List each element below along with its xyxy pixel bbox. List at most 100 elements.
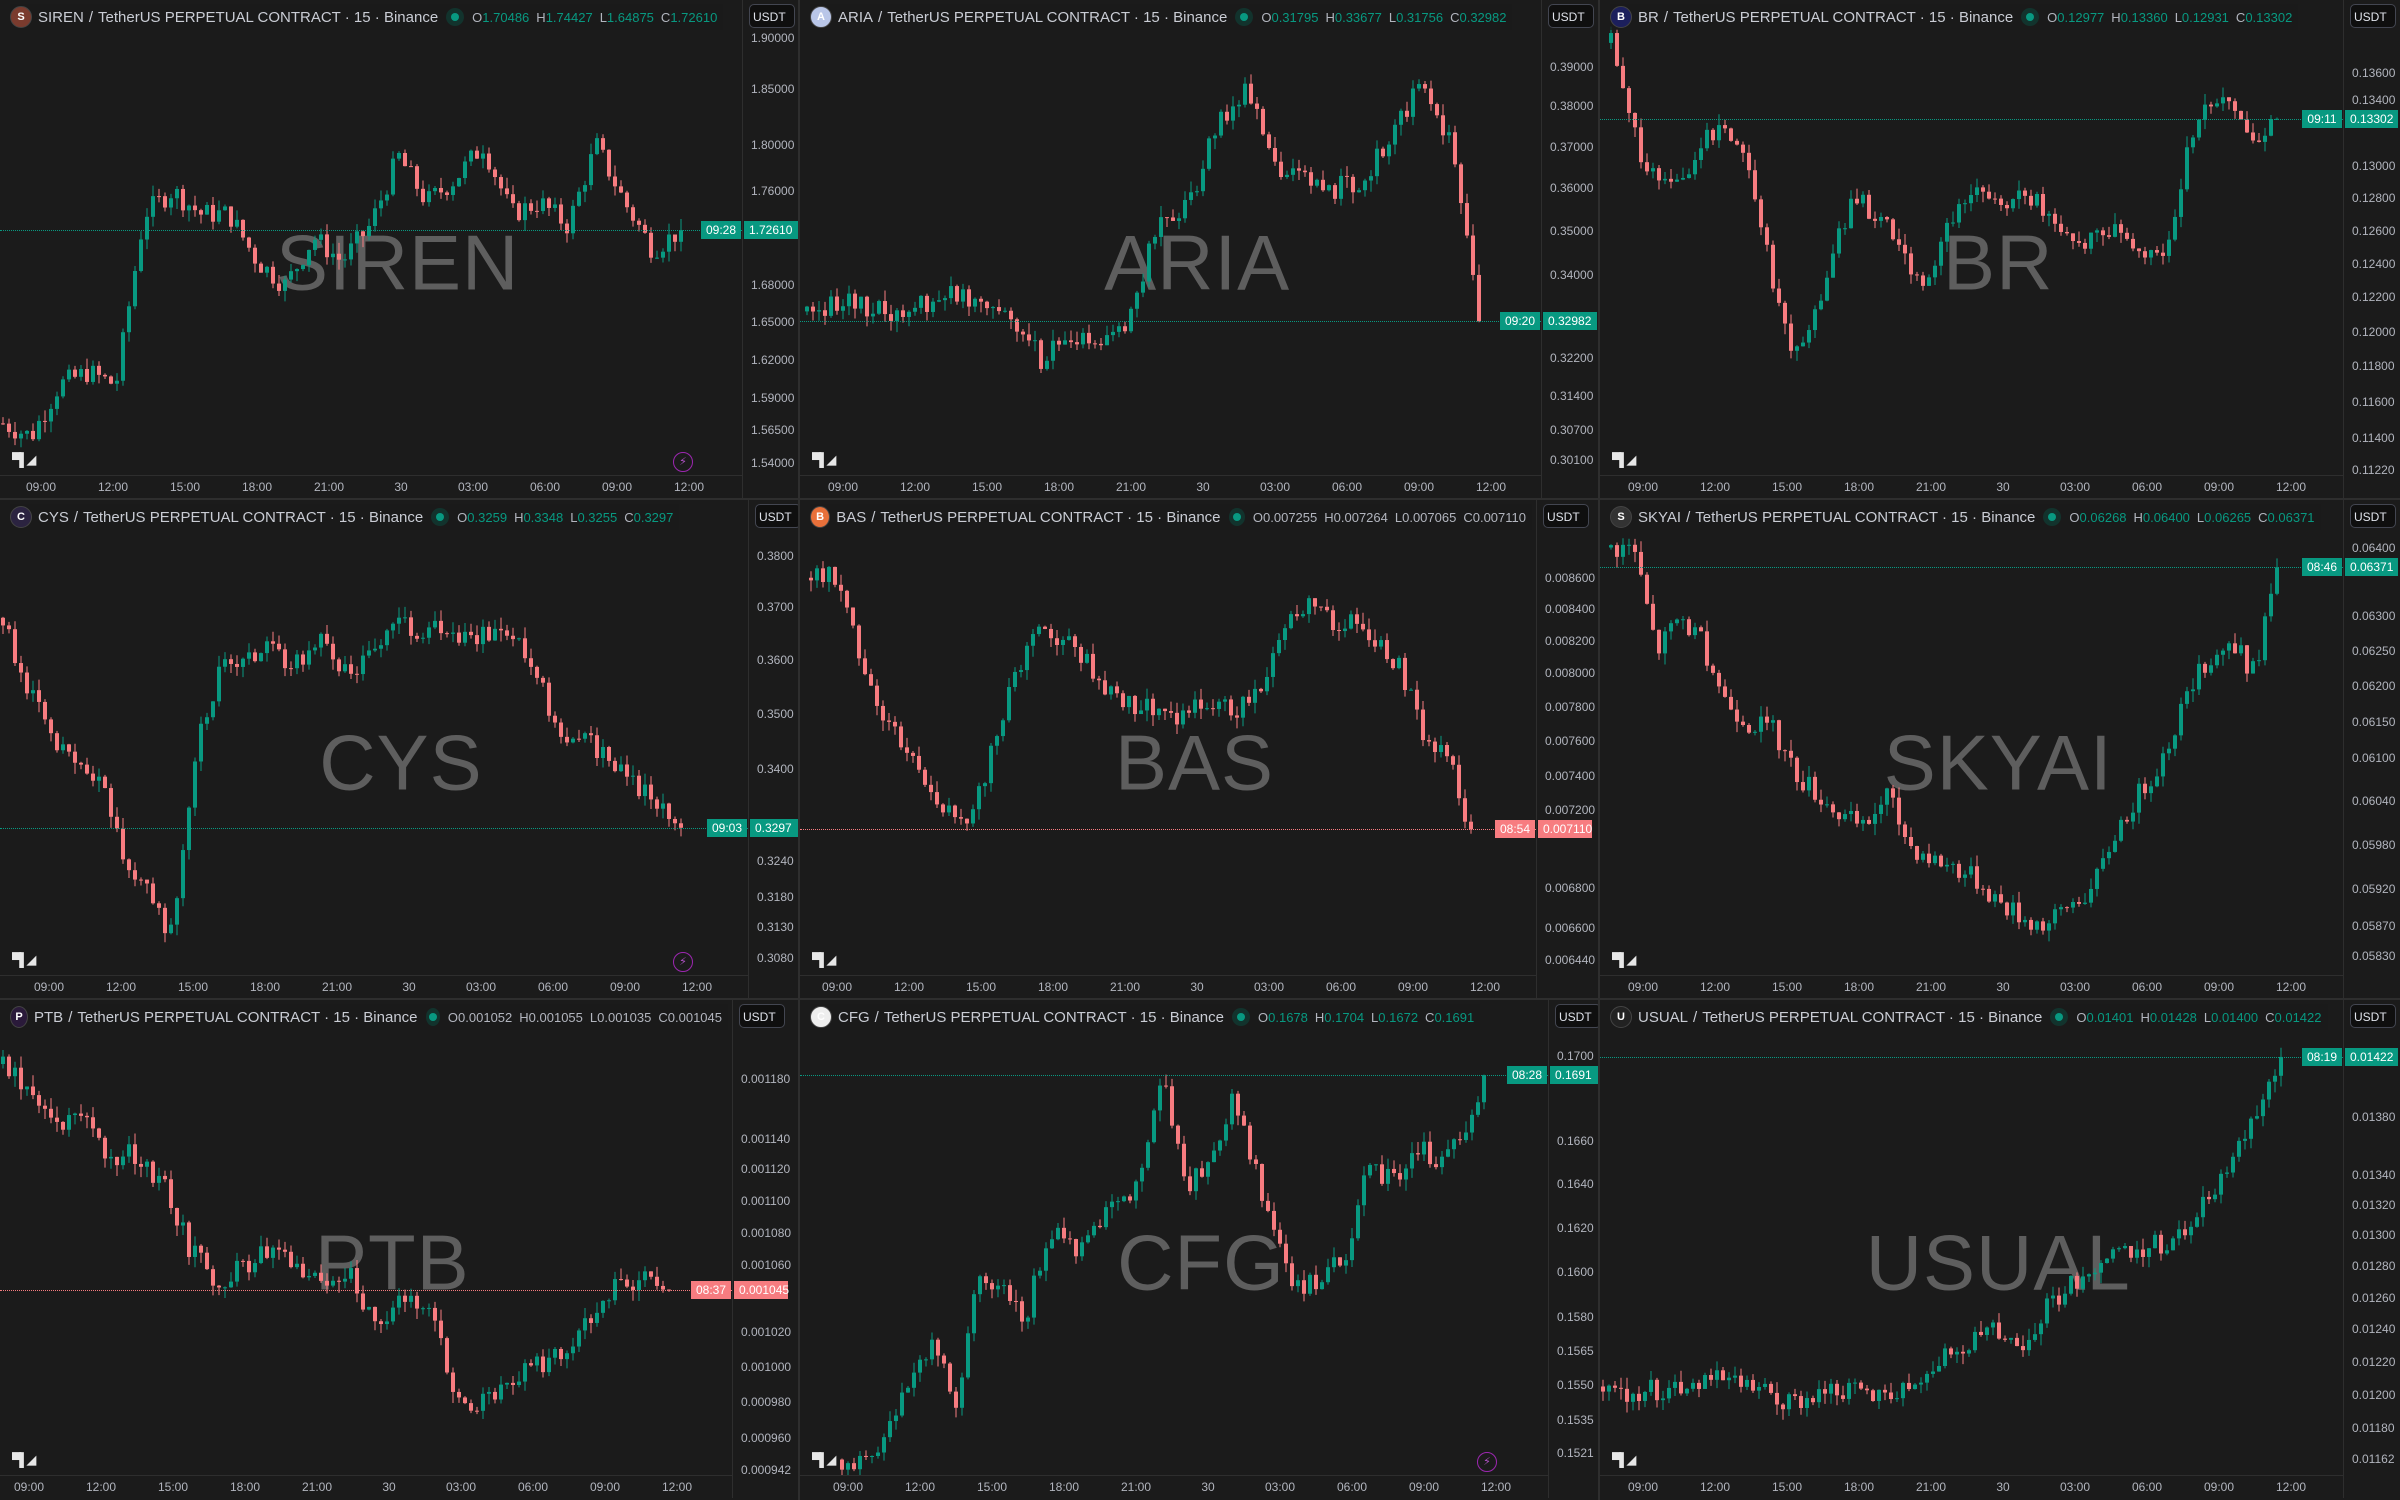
price-axis[interactable]: USDT 0.39000 0.38000 0.37000 0.36000 0.35000 0… [1541,0,1598,498]
currency-button[interactable]: USDT [749,4,795,28]
time-axis[interactable]: 09:00 12:00 15:00 18:00 21:00 30 03:00 06:00 09:… [1600,1475,2343,1498]
candle [1987,184,1991,200]
tradingview-logo[interactable]: ▀▌◢ [1612,1452,1636,1467]
tradingview-logo[interactable]: ▀▌◢ [812,1452,836,1467]
chart-panel-usual[interactable]: USUAL 08:19 U USUAL / TetherUS PERPETUAL CONT… [1600,1000,2398,1498]
candlestick-plot[interactable] [1600,500,2343,976]
candle-body [1823,1389,1827,1394]
currency-button[interactable]: USDT [739,1004,785,1028]
candle [2143,777,2147,800]
currency-button[interactable]: USDT [2350,504,2396,528]
candlestick-plot[interactable] [800,500,1536,976]
time-axis[interactable]: 09:00 12:00 15:00 18:00 21:00 30 03:00 06:00 09:… [0,1475,732,1498]
symbol-title[interactable]: SKYAI / TetherUS PERPETUAL CONTRACT · 15 ·… [1638,508,2036,526]
candle-body [325,633,329,644]
price-axis[interactable]: USDT 0.001180 0.001140 0.001120 0.001100 0.00… [732,1000,798,1498]
symbol-title[interactable]: BR / TetherUS PERPETUAL CONTRACT · 15 · Bi… [1638,8,2014,26]
ohlc-c-value: 0.3297 [633,509,674,525]
candle-body [157,196,161,198]
candlestick-plot[interactable] [0,0,742,476]
symbol-title[interactable]: CYS / TetherUS PERPETUAL CONTRACT · 15 · B… [38,508,424,526]
symbol-title[interactable]: BAS / TetherUS PERPETUAL CONTRACT · 15 · B… [836,508,1221,526]
candle-body [817,310,821,312]
symbol-title[interactable]: USUAL / TetherUS PERPETUAL CONTRACT · 15 ·… [1638,1008,2043,1026]
chart-panel-siren[interactable]: SIREN 09:28 S SIREN / TetherUS PERPETUAL CONT… [0,0,798,498]
price-axis[interactable]: USDT 0.06400 0.06300 0.06250 0.06200 0.06150 0… [2343,500,2398,998]
tradingview-logo[interactable]: ▀▌◢ [1612,452,1636,467]
lightning-alert-icon[interactable]: ⚡ [673,452,693,472]
time-axis[interactable]: 09:00 12:00 15:00 18:00 21:00 30 03:00 06:00 09:… [0,975,748,998]
chart-legend[interactable]: B BAS / TetherUS PERPETUAL CONTRACT · 15 · … [810,504,1532,530]
candlestick-plot[interactable] [0,500,748,976]
chart-panel-bas[interactable]: BAS 08:54 B BAS / TetherUS PERPETUAL CONTRACT… [800,500,1598,998]
panel-divider[interactable] [1598,0,1600,1500]
price-axis[interactable]: USDT 0.13600 0.13400 0.13000 0.12800 0.12600 0… [2343,0,2398,498]
candle [409,1288,413,1308]
time-axis[interactable]: 09:00 12:00 15:00 18:00 21:00 30 03:00 06:00 09:… [0,475,742,498]
currency-button[interactable]: USDT [1548,4,1594,28]
chart-legend[interactable]: P PTB / TetherUS PERPETUAL CONTRACT · 15 · … [10,1004,728,1030]
price-axis[interactable]: USDT 0.008600 0.008400 0.008200 0.008000 0.00… [1536,500,1598,998]
panel-divider[interactable] [0,998,2400,1000]
ohlc-o: O0.06268 [2069,510,2126,525]
tradingview-logo[interactable]: ▀▌◢ [12,452,36,467]
tradingview-logo[interactable]: ▀▌◢ [1612,952,1636,967]
candle-body [619,186,623,193]
candlestick-plot[interactable] [800,0,1541,476]
time-axis[interactable]: 09:00 12:00 15:00 18:00 21:00 30 03:00 06:00 09:… [800,975,1536,998]
price-axis[interactable]: USDT 0.1700 0.1660 0.1640 0.1620 0.1600 0.1580… [1548,1000,1598,1498]
chart-panel-cfg[interactable]: CFG 08:28 C CFG / TetherUS PERPETUAL CONTRACT… [800,1000,1598,1498]
chart-panel-cys[interactable]: CYS 09:03 C CYS / TetherUS PERPETUAL CONTRACT… [0,500,798,998]
chart-legend[interactable]: C CYS / TetherUS PERPETUAL CONTRACT · 15 · … [10,504,680,530]
chart-panel-br[interactable]: BR 09:11 B BR / TetherUS PERPETUAL CONTRACT ·… [1600,0,2398,498]
symbol-title[interactable]: ARIA / TetherUS PERPETUAL CONTRACT · 15 · … [838,8,1228,26]
chart-legend[interactable]: B BR / TetherUS PERPETUAL CONTRACT · 15 · B… [1610,4,2299,30]
candle-body [397,1295,401,1308]
chart-legend[interactable]: C CFG / TetherUS PERPETUAL CONTRACT · 15 · … [810,1004,1481,1030]
lightning-alert-icon[interactable]: ⚡ [673,952,693,972]
chart-legend[interactable]: S SKYAI / TetherUS PERPETUAL CONTRACT · 15 … [1610,504,2321,530]
price-axis[interactable]: USDT 0.01380 0.01340 0.01320 0.01300 0.01280 0… [2343,1000,2398,1498]
candle [1825,796,1829,808]
price-tick-label: 0.3600 [757,652,794,667]
candle-body [1699,627,1703,632]
tradingview-logo[interactable]: ▀▌◢ [12,952,36,967]
price-axis[interactable]: USDT 0.3800 0.3700 0.3600 0.3500 0.3400 0.3240… [748,500,798,998]
chart-legend[interactable]: S SIREN / TetherUS PERPETUAL CONTRACT · 15 … [10,4,724,30]
chart-panel-skyai[interactable]: SKYAI 08:46 S SKYAI / TetherUS PERPETUAL CONT… [1600,500,2398,998]
currency-button[interactable]: USDT [755,504,798,528]
tradingview-logo[interactable]: ▀▌◢ [812,952,836,967]
currency-button[interactable]: USDT [1543,504,1589,528]
candle-body [553,204,557,208]
currency-button[interactable]: USDT [1555,1004,1598,1028]
candlestick-plot[interactable] [1600,0,2343,476]
time-axis[interactable]: 09:00 12:00 15:00 18:00 21:00 30 03:00 06:00 09:… [800,1475,1548,1498]
chart-panel-aria[interactable]: ARIA 09:20 A ARIA / TetherUS PERPETUAL CONTRA… [800,0,1598,498]
lightning-alert-icon[interactable]: ⚡ [1477,1452,1497,1472]
price-axis[interactable]: USDT 1.90000 1.85000 1.80000 1.76000 1.68000 1… [742,0,798,498]
time-axis[interactable]: 09:00 12:00 15:00 18:00 21:00 30 03:00 06:00 09:… [1600,975,2343,998]
candlestick-plot[interactable] [0,1000,732,1476]
candle [151,1160,155,1188]
candle [2239,110,2243,120]
time-axis[interactable]: 09:00 12:00 15:00 18:00 21:00 30 03:00 06:00 09:… [800,475,1541,498]
tradingview-logo[interactable]: ▀▌◢ [812,452,836,467]
tradingview-logo[interactable]: ▀▌◢ [12,1452,36,1467]
panel-divider[interactable] [0,498,2400,500]
currency-button[interactable]: USDT [2350,4,2396,28]
candle [223,204,227,211]
price-tick-label: 0.006440 [1545,953,1596,968]
chart-legend[interactable]: A ARIA / TetherUS PERPETUAL CONTRACT · 15 ·… [810,4,1513,30]
candle [1452,1138,1456,1159]
candlestick-plot[interactable] [800,1000,1548,1476]
symbol-title[interactable]: SIREN / TetherUS PERPETUAL CONTRACT · 15 ·… [38,8,439,26]
candlestick-plot[interactable] [1600,1000,2343,1476]
panel-divider[interactable] [798,0,800,1500]
chart-panel-ptb[interactable]: PTB 08:37 P PTB / TetherUS PERPETUAL CONTRACT… [0,1000,798,1498]
currency-button[interactable]: USDT [2350,1004,2396,1028]
chart-legend[interactable]: U USUAL / TetherUS PERPETUAL CONTRACT · 15 … [1610,1004,2328,1030]
symbol-title[interactable]: CFG / TetherUS PERPETUAL CONTRACT · 15 · B… [838,1008,1224,1026]
candle [1067,628,1071,641]
symbol-title[interactable]: PTB / TetherUS PERPETUAL CONTRACT · 15 · B… [34,1008,418,1026]
time-axis[interactable]: 09:00 12:00 15:00 18:00 21:00 30 03:00 06:00 09:… [1600,475,2343,498]
